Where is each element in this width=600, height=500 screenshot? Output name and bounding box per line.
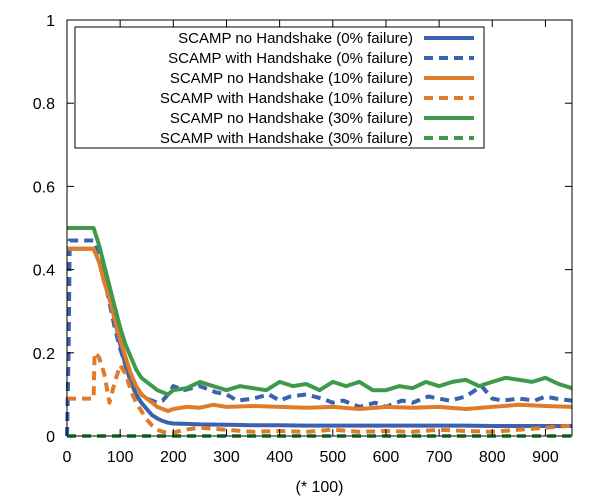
x-tick-label: 600 — [373, 449, 400, 466]
x-tick-label: 200 — [160, 449, 187, 466]
plot-lines — [65, 226, 573, 438]
legend-label-4: SCAMP with Handshake (10% failure) — [160, 90, 413, 107]
y-tick-label: 0 — [46, 429, 55, 446]
x-tick-label: 700 — [426, 449, 453, 466]
x-tick-label: 0 — [63, 449, 72, 466]
x-tick-label: 900 — [532, 449, 559, 466]
series-line-4 — [67, 350, 573, 435]
x-tick-label: 500 — [319, 449, 346, 466]
x-axis-label: (* 100) — [295, 479, 343, 496]
legend-label-3: SCAMP no Handshake (10% failure) — [170, 70, 413, 87]
legend-label-5: SCAMP no Handshake (30% failure) — [170, 110, 413, 127]
legend: SCAMP no Handshake (0% failure) SCAMP wit… — [74, 26, 485, 149]
y-tick-label: 1 — [46, 13, 55, 30]
series-line-3 — [67, 246, 573, 413]
series-line-2 — [65, 238, 573, 437]
y-tick-label: 0.6 — [33, 179, 55, 196]
legend-label-2: SCAMP with Handshake (0% failure) — [168, 50, 413, 67]
series-line-5 — [67, 226, 573, 397]
legend-label-1: SCAMP no Handshake (0% failure) — [178, 30, 413, 47]
legend-box — [74, 26, 485, 149]
plot-frame — [66, 19, 573, 437]
y-tick-label: 0.2 — [33, 346, 55, 363]
legend-label-6: SCAMP with Handshake (30% failure) — [160, 130, 413, 147]
axis-ticks — [66, 19, 572, 437]
x-tick-label: 100 — [107, 449, 134, 466]
axis-tick-labels: 0 100 200 300 400 500 600 700 800 900 0 0.2 0.4 0.6 0.… — [33, 13, 559, 466]
y-tick-label: 0.4 — [33, 263, 55, 280]
x-tick-label: 300 — [213, 449, 240, 466]
x-tick-label: 400 — [266, 449, 293, 466]
x-tick-label: 800 — [479, 449, 506, 466]
y-tick-label: 0.8 — [33, 96, 55, 113]
